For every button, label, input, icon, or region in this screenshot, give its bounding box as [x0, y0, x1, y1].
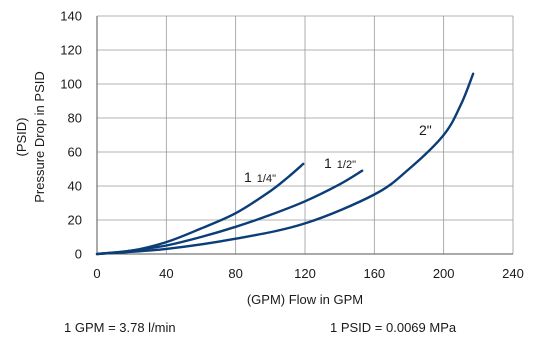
x-tick-label: 160	[363, 266, 385, 281]
y-axis-title: Pressure Drop in PSID	[32, 71, 47, 203]
x-tick-label: 40	[159, 266, 173, 281]
series-label-2: 2"	[419, 122, 432, 138]
series-line-2	[95, 72, 475, 256]
y-tick-label: 100	[60, 77, 82, 92]
grid-lines	[96, 15, 514, 255]
x-tick-label: 80	[228, 266, 242, 281]
y-axis-title-unit: (PSID)	[14, 118, 29, 157]
series-label-1-1-2: 1 1/2"	[324, 155, 356, 171]
flow-conversion-note: 1 GPM = 3.78 l/min	[64, 320, 176, 335]
series-labels: 1 1/4" 1 1/2" 2"	[244, 122, 432, 185]
x-tick-label: 240	[502, 266, 524, 281]
x-tick-label: 0	[93, 266, 100, 281]
x-tick-label: 200	[433, 266, 455, 281]
axes	[96, 16, 513, 255]
series-line-1-1-2	[95, 169, 364, 256]
x-tick-label: 120	[294, 266, 316, 281]
y-tick-label: 120	[60, 43, 82, 58]
tick-labels: 0 20 40 60 80 100 120 140 0 40 80 120 160 200 240	[60, 9, 524, 282]
y-tick-label: 140	[60, 9, 82, 24]
series-label-1-1-4: 1 1/4"	[244, 169, 276, 185]
x-axis-title: (GPM) Flow in GPM	[247, 292, 363, 307]
y-tick-label: 40	[68, 179, 82, 194]
pressure-conversion-note: 1 PSID = 0.0069 MPa	[330, 320, 457, 335]
y-tick-label: 80	[68, 111, 82, 126]
series-lines	[95, 72, 475, 256]
y-tick-label: 20	[68, 213, 82, 228]
y-tick-label: 60	[68, 145, 82, 160]
y-tick-label: 0	[75, 247, 82, 262]
